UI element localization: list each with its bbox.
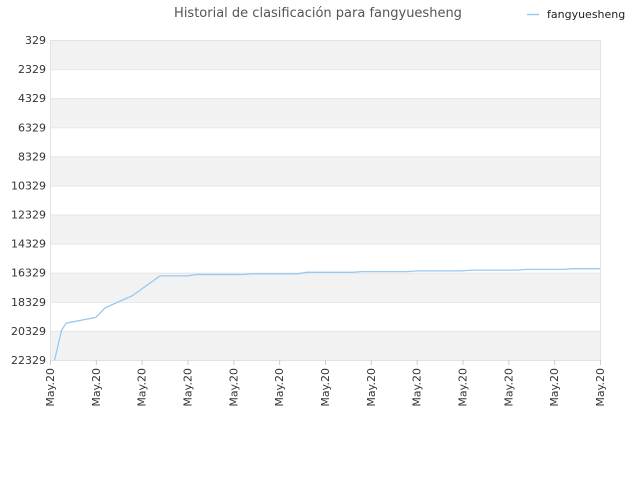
- y-tick-label: 10329: [11, 179, 46, 192]
- x-tick-label: May.20: [548, 368, 561, 407]
- grid-band: [50, 243, 600, 273]
- grid-band: [50, 214, 600, 244]
- grid-band: [50, 301, 600, 331]
- x-tick-label: May.20: [365, 368, 378, 407]
- x-tick-label: May.20: [44, 368, 57, 407]
- grid-band: [50, 69, 600, 99]
- y-axis: 329 2329 4329 6329 8329 10329 12329 14329 16329 1…: [11, 34, 46, 367]
- series-layer: [53, 268, 600, 361]
- y-tick-label: 18329: [11, 296, 46, 309]
- x-tick-label: May.20: [227, 368, 240, 407]
- legend: fangyuesheng: [527, 8, 625, 21]
- x-tick-label: May.20: [319, 368, 332, 407]
- x-tick-label: May.20: [411, 368, 424, 407]
- y-tick-label: 20329: [11, 325, 46, 338]
- y-tick-label: 16329: [11, 267, 46, 280]
- grid-band: [50, 40, 600, 70]
- grid-band: [50, 272, 600, 302]
- y-tick-label: 4329: [18, 92, 46, 105]
- x-tick-label: May.20: [90, 368, 103, 407]
- grid-band: [50, 127, 600, 157]
- x-tick-label: May.20: [594, 368, 607, 407]
- y-tick-label: 14329: [11, 238, 46, 251]
- grid-bands: [50, 40, 600, 360]
- chart-title: Historial de clasificación para fangyues…: [174, 6, 462, 21]
- y-tick-label: 22329: [11, 354, 46, 367]
- grid-band: [50, 156, 600, 186]
- y-tick-label: 8329: [18, 150, 46, 163]
- series-line-fangyuesheng: [53, 268, 600, 361]
- x-tick-label: May.20: [457, 368, 470, 407]
- x-tick-label: May.20: [136, 368, 149, 407]
- x-tick-label: May.20: [502, 368, 515, 407]
- grid-band: [50, 330, 600, 360]
- x-tick-label: May.20: [182, 368, 195, 407]
- y-tick-label: 6329: [18, 121, 46, 134]
- y-tick-label: 2329: [18, 63, 46, 76]
- grid-band: [50, 98, 600, 128]
- y-tick-label: 329: [25, 34, 46, 47]
- x-axis: May.20 May.20 May.20 May.20 May.20 May.20 May.…: [44, 360, 607, 407]
- x-tick-label: May.20: [273, 368, 286, 407]
- y-tick-label: 12329: [11, 209, 46, 222]
- legend-label: fangyuesheng: [547, 8, 625, 21]
- grid-band: [50, 185, 600, 215]
